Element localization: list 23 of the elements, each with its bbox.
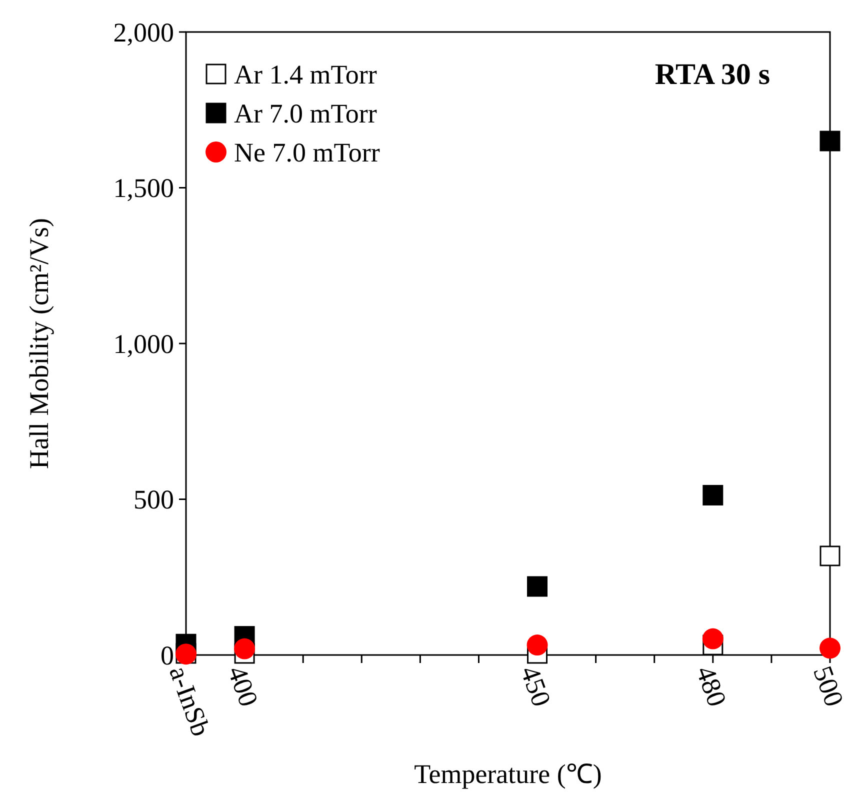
x-tick-label: 450 [514, 662, 557, 710]
annotation: RTA 30 s [654, 58, 770, 91]
y-tick-label: 2,000 [113, 17, 174, 48]
y-tick-label: 500 [134, 484, 174, 515]
point [820, 130, 840, 152]
legend-label: Ar 1.4 mTorr [234, 59, 377, 90]
x-tick-label: 400 [222, 662, 264, 710]
point [234, 638, 256, 660]
point [820, 546, 840, 566]
legend-label: Ar 7.0 mTorr [234, 98, 377, 128]
legend-label: Ne 7.0 mTorr [234, 137, 380, 168]
point [527, 576, 548, 597]
point [820, 638, 840, 659]
point [702, 628, 724, 650]
y-axis-title: Hall Mobility (cm²/Vs) [24, 218, 54, 470]
x-tick-label: 480 [690, 662, 732, 710]
y-tick-label: 1,500 [113, 173, 174, 204]
point [702, 484, 724, 506]
point [526, 634, 548, 656]
x-axis-title: Temperature (℃) [414, 759, 602, 789]
x-tick-label: 500 [807, 662, 850, 710]
y-tick-label: 0 [160, 640, 174, 670]
y-tick-label: 1,000 [113, 328, 174, 359]
